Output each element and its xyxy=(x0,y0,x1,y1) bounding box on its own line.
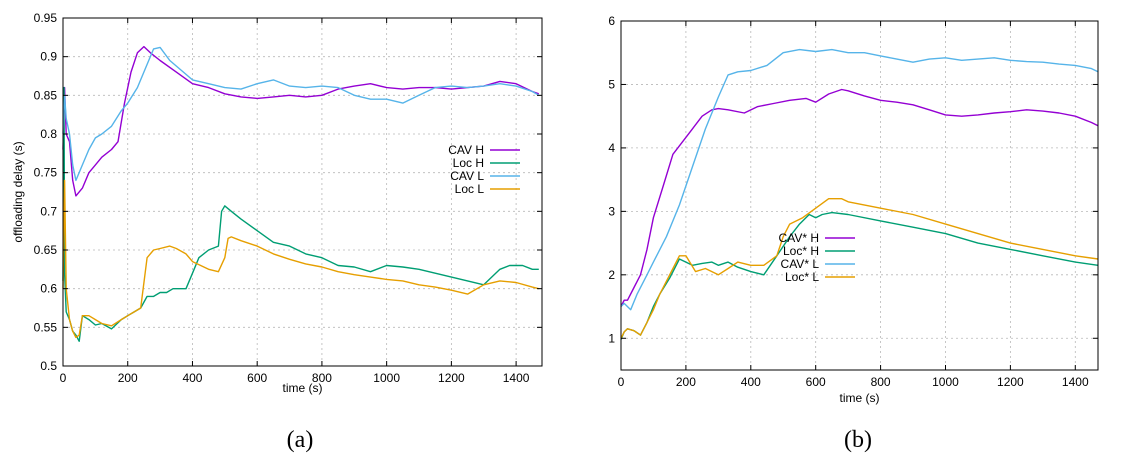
series-line xyxy=(62,179,539,339)
y-tick-label: 0.95 xyxy=(34,11,58,25)
plot-area-frame xyxy=(620,20,1099,371)
chart-panel-b: 0 200 400 600 800 1000 1200 1400 1 2 3 4 5 6 time (s)… xyxy=(608,14,1099,453)
x-tick-label: 0 xyxy=(60,371,67,385)
y-tick-label: 0.65 xyxy=(34,243,58,257)
series-line xyxy=(62,46,540,182)
series-lines xyxy=(620,48,1099,340)
series-line xyxy=(620,197,1099,339)
y-tick-label: 0.5 xyxy=(40,359,57,373)
legend-label: Loc H xyxy=(453,156,484,170)
x-tick-label: 400 xyxy=(741,375,761,389)
y-tick-label: 0.85 xyxy=(34,88,58,102)
y-tick-label: 4 xyxy=(608,141,615,155)
x-tick-label: 200 xyxy=(118,371,138,385)
x-tick-label: 1200 xyxy=(997,375,1024,389)
series-line xyxy=(62,86,539,342)
legend-label: CAV* L xyxy=(781,257,820,271)
y-tick-label: 2 xyxy=(608,268,615,282)
series-line xyxy=(620,211,1099,340)
x-tick-label: 0 xyxy=(618,375,625,389)
y-tick-label: 0.55 xyxy=(34,320,58,334)
x-tick-label: 200 xyxy=(676,375,696,389)
y-tick-label: 1 xyxy=(608,331,615,345)
legend-label: CAV H xyxy=(448,143,484,157)
x-tick-label: 1000 xyxy=(932,375,959,389)
x-axis-label: time (s) xyxy=(840,391,880,405)
y-tick-label: 0.6 xyxy=(40,282,57,296)
grid-lines xyxy=(621,21,1098,370)
y-tick-label: 5 xyxy=(608,77,615,91)
y-tick-label: 6 xyxy=(608,14,615,28)
legend-label: Loc* L xyxy=(785,270,819,284)
x-tick-label: 400 xyxy=(182,371,202,385)
series-line xyxy=(620,88,1099,307)
panel-caption: (b) xyxy=(844,427,872,453)
x-tick-label: 800 xyxy=(312,371,332,385)
y-axis-label: offloading delay (s) xyxy=(11,141,25,242)
grid-lines xyxy=(63,18,542,366)
legend-label: Loc* H xyxy=(783,244,819,258)
x-tick-label: 1000 xyxy=(373,371,400,385)
legend-label: Loc L xyxy=(455,182,485,196)
legend-label: CAV* H xyxy=(779,231,819,245)
y-tick-label: 0.9 xyxy=(40,50,57,64)
axis-ticks: 0 200 400 600 800 1000 1200 1400 1 2 3 4 5 6 xyxy=(608,14,1098,389)
y-tick-label: 0.8 xyxy=(40,127,57,141)
x-tick-label: 600 xyxy=(247,371,267,385)
x-tick-label: 600 xyxy=(806,375,826,389)
series-line xyxy=(620,48,1099,311)
panel-caption: (a) xyxy=(287,427,314,453)
axis-ticks: 0 200 400 600 800 1000 1200 1400 0.5 0.55 0.6 0.65 0… xyxy=(34,11,542,385)
x-axis-label: time (s) xyxy=(283,381,323,395)
plot-area-frame xyxy=(62,17,543,367)
chart-panel-a: 0 200 400 600 800 1000 1200 1400 0.5 0.55 0.6 0.65 0… xyxy=(11,11,543,453)
x-tick-label: 1200 xyxy=(438,371,465,385)
y-tick-label: 0.75 xyxy=(34,166,58,180)
y-tick-label: 0.7 xyxy=(40,204,57,218)
legend-label: CAV L xyxy=(450,169,484,183)
series-lines xyxy=(62,45,540,342)
y-tick-label: 3 xyxy=(608,204,615,218)
x-tick-label: 800 xyxy=(871,375,891,389)
x-tick-label: 1400 xyxy=(503,371,530,385)
x-tick-label: 1400 xyxy=(1062,375,1089,389)
